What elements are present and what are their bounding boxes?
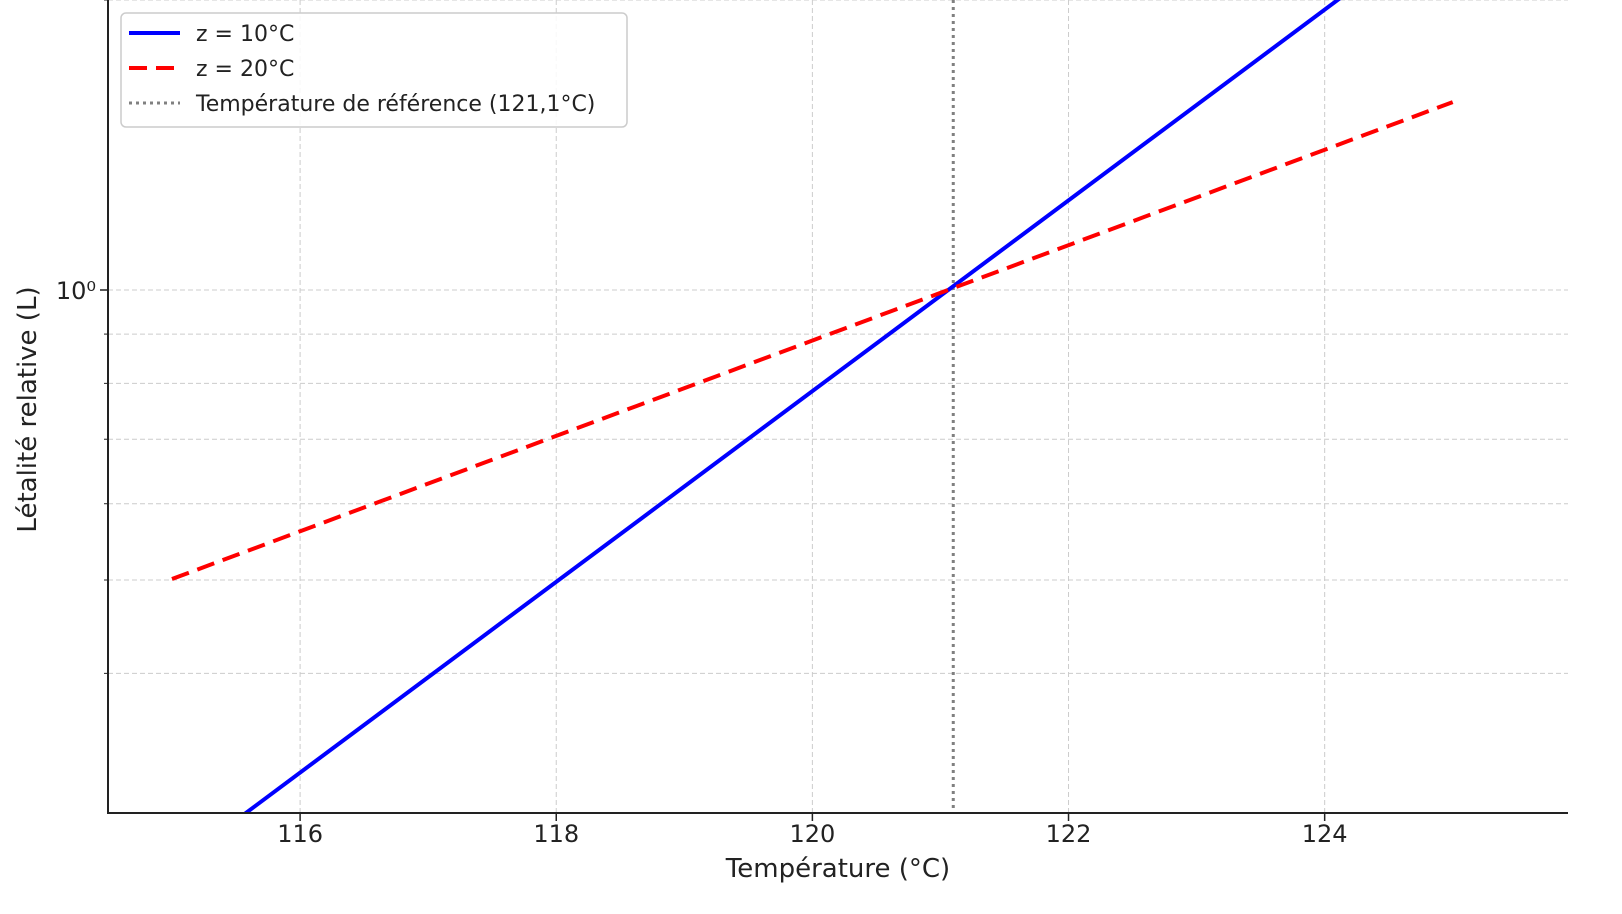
y-tick-label: 10⁰ — [56, 277, 96, 305]
series-line-1 — [242, 0, 1341, 813]
x-axis-label: Température (°C) — [725, 854, 950, 884]
x-tick-label: 120 — [789, 820, 835, 848]
legend-label: z = 10°C — [196, 22, 294, 47]
x-tick-label: 124 — [1302, 820, 1348, 848]
x-tick-label: 116 — [277, 820, 323, 848]
series-line-2 — [171, 100, 1454, 581]
axes: 116 118 120 122 124 10⁰ — [56, 0, 1568, 848]
legend-label: Température de référence (121,1°C) — [195, 92, 595, 117]
legend: z = 10°C z = 20°C Température de référence… — [120, 12, 628, 128]
y-axis-label: Létalité relative (L) — [13, 286, 43, 532]
grid — [108, 0, 1568, 813]
legend-frame — [120, 12, 628, 128]
legend-label: z = 20°C — [196, 57, 294, 82]
x-tick-label: 122 — [1046, 820, 1092, 848]
series-layer — [171, 0, 1454, 813]
x-tick-label: 118 — [533, 820, 579, 848]
